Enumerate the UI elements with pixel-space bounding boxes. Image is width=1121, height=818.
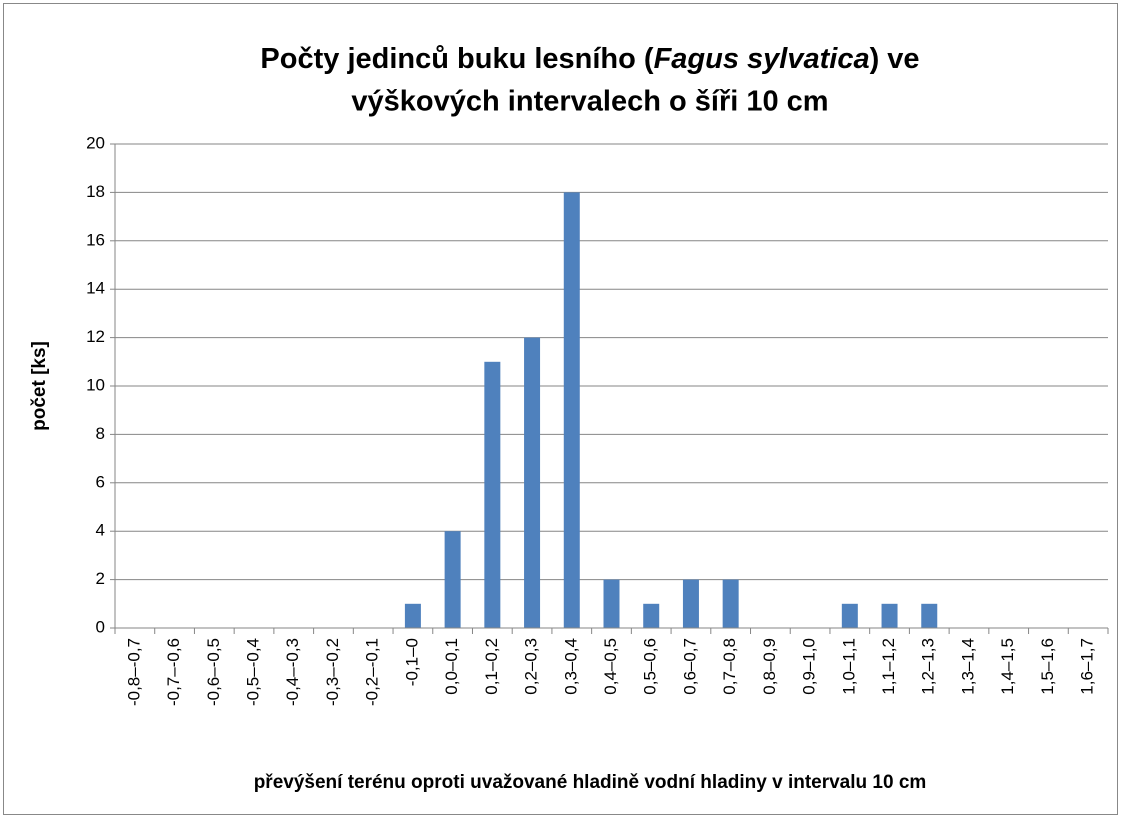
- y-tick-label: 4: [96, 521, 105, 540]
- x-axis-title: převýšení terénu oproti uvažované hladin…: [254, 772, 927, 793]
- x-tick-label: -0,5–-0,4: [244, 638, 263, 706]
- y-tick-label: 6: [96, 472, 105, 491]
- bar: [404, 603, 421, 628]
- bar: [682, 579, 699, 628]
- y-axis-title: počet [ks]: [29, 341, 50, 431]
- x-tick-label: 0,5–0,6: [641, 638, 660, 695]
- x-tick-label: 1,3–1,4: [958, 638, 977, 695]
- y-tick-label: 18: [86, 182, 105, 201]
- x-tick-label: 1,2–1,3: [919, 638, 938, 695]
- x-tick-label: 0,4–0,5: [601, 638, 620, 695]
- x-tick-label: -0,4–-0,3: [283, 638, 302, 706]
- chart-title: výškových intervalech o šíři 10 cm: [351, 86, 828, 118]
- x-tick-label: -0,2–-0,1: [363, 638, 382, 706]
- bar: [603, 579, 620, 628]
- x-tick-label: 0,9–1,0: [800, 638, 819, 695]
- x-tick-label: 1,0–1,1: [839, 638, 858, 695]
- x-tick-label: 0,8–0,9: [760, 638, 779, 695]
- x-tick-label: 0,6–0,7: [680, 638, 699, 695]
- y-tick-label: 16: [86, 230, 105, 249]
- x-tick-label: -0,6–-0,5: [204, 638, 223, 706]
- x-tick-label: 1,5–1,6: [1038, 638, 1057, 695]
- x-tick-label: -0,8–-0,7: [124, 638, 143, 706]
- x-tick-label: 0,0–0,1: [442, 638, 461, 695]
- y-tick-label: 12: [86, 327, 105, 346]
- bar: [484, 361, 501, 628]
- x-tick-label: 0,1–0,2: [482, 638, 501, 695]
- y-tick-label: 8: [96, 424, 105, 443]
- x-tick-label: -0,1–0: [402, 638, 421, 686]
- x-tick-label: -0,3–-0,2: [323, 638, 342, 706]
- bar: [524, 337, 541, 628]
- y-tick-label: 0: [96, 617, 105, 636]
- x-tick-label: 0,3–0,4: [561, 638, 580, 695]
- x-tick-label: 0,7–0,8: [720, 638, 739, 695]
- x-tick-label: 1,6–1,7: [1078, 638, 1097, 695]
- x-tick-label: 1,1–1,2: [879, 638, 898, 695]
- bar: [563, 192, 580, 628]
- x-tick-label: 0,2–0,3: [522, 638, 541, 695]
- chart-frame: [3, 3, 1118, 815]
- y-tick-label: 20: [86, 133, 105, 152]
- bar: [921, 603, 938, 628]
- bar: [643, 603, 660, 628]
- bar: [722, 579, 739, 628]
- bar: [444, 531, 461, 628]
- y-tick-label: 10: [86, 375, 105, 394]
- y-tick-label: 2: [96, 569, 105, 588]
- y-tick-label: 14: [86, 279, 105, 298]
- x-tick-label: 1,4–1,5: [998, 638, 1017, 695]
- bar: [841, 603, 858, 628]
- x-tick-label: -0,7–-0,6: [164, 638, 183, 706]
- bar: [881, 603, 898, 628]
- chart-title: Počty jedinců buku lesního (Fagus sylvat…: [260, 43, 919, 75]
